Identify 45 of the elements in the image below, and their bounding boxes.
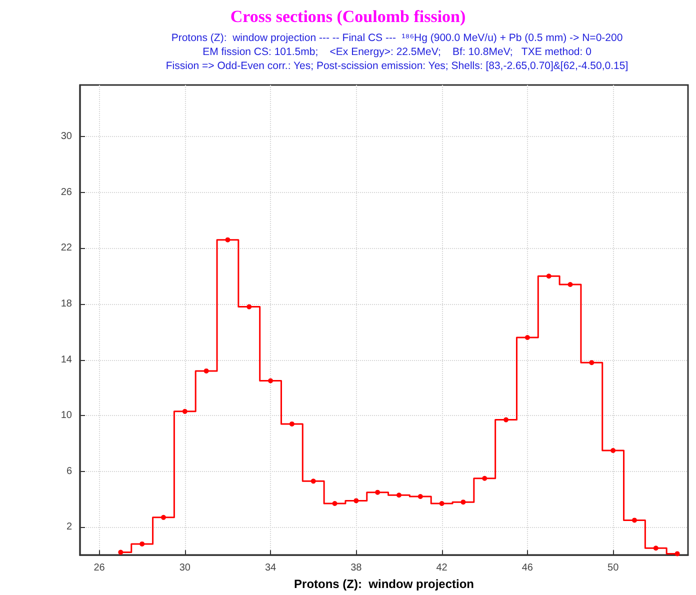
point (310, 478, 316, 484)
point (289, 421, 294, 426)
point (332, 500, 338, 506)
point (161, 514, 166, 520)
x-tick-label: 38 (350, 562, 362, 574)
chart-subtitle: Protons (Z): window projection --- -- Final CS --- ¹⁸⁶Hg (900.0 MeV/u) + Pb (0.5 mm) -> N=0-200 EM fission CS: 101.5mb; <Ex Energy>: 22.5MeV; Bf: 10.8MeV; TXE method: 0 Fission => Odd-Even corr.: Yes; Post-scission emission: Yes; Shells: [83,-2.65,0.70]&[62,-4.50,0.15] (166, 32, 628, 72)
point (589, 360, 594, 366)
x-tick-label: 50 (608, 562, 620, 574)
point (396, 492, 402, 498)
point (439, 500, 444, 506)
chart-title: Cross sections (Coulomb fission) (230, 7, 466, 26)
point (418, 494, 423, 500)
point (354, 498, 359, 504)
point (610, 448, 616, 453)
x-tick-label: 34 (264, 562, 277, 574)
x-axis-title: Protons (Z): window projection (294, 577, 474, 591)
point (204, 368, 209, 374)
y-tick-label: 22 (60, 242, 72, 254)
point (482, 476, 488, 481)
point (546, 274, 552, 279)
x-tick-label: 26 (94, 562, 106, 574)
point (246, 304, 252, 310)
point (140, 541, 145, 546)
x-tick-label: 46 (522, 562, 534, 574)
y-tick-label: 6 (66, 466, 72, 477)
point (118, 550, 124, 555)
point (674, 551, 680, 556)
x-tick-label: 30 (179, 562, 191, 574)
point (504, 417, 509, 422)
x-tick-label: 42 (436, 562, 448, 574)
point (225, 237, 230, 242)
y-tick-label: 30 (60, 131, 72, 142)
point (568, 282, 573, 287)
y-tick-label: 10 (60, 410, 72, 422)
point (268, 378, 274, 384)
y-tick-label: 18 (60, 298, 72, 310)
point (524, 334, 530, 340)
point (182, 408, 188, 414)
y-tick-label: 26 (60, 186, 72, 198)
point (375, 490, 380, 495)
point (460, 500, 466, 505)
y-tick-label: 2 (66, 522, 72, 533)
point (653, 546, 658, 551)
y-tick-label: 14 (60, 354, 72, 366)
point (632, 518, 637, 523)
